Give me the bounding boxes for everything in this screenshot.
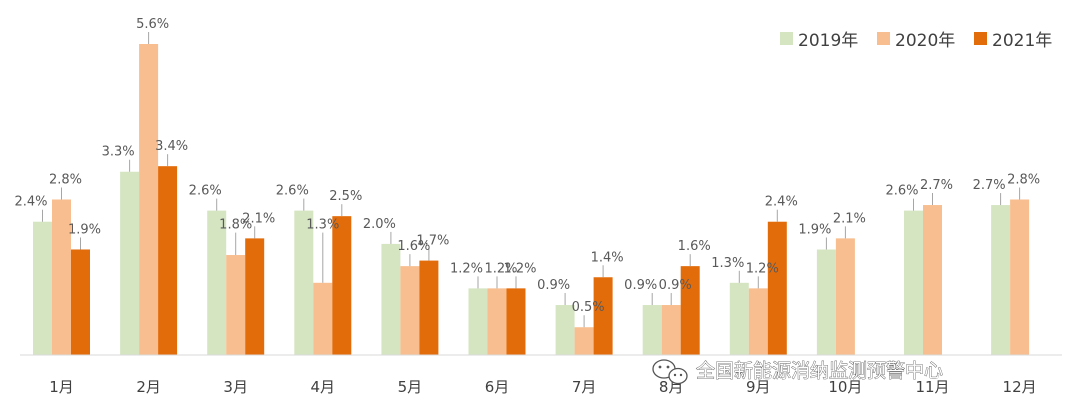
bar-1-5 <box>381 243 401 355</box>
data-labels: 2.4%2.8%1.9%3.3%5.6%3.4%2.6%1.8%2.1%2.6%… <box>14 17 1040 315</box>
x-tick-label: 2月 <box>136 378 161 396</box>
bar-2-8 <box>661 305 681 355</box>
bar-1-7 <box>555 305 575 355</box>
data-label: 2.7% <box>920 178 953 193</box>
x-tick-label: 6月 <box>485 378 510 396</box>
watermark: 全国新能源消纳监测预警中心 <box>652 359 943 385</box>
leader-lines <box>42 32 1021 328</box>
legend-label-1: 2019年 <box>798 31 858 51</box>
x-tick-label: 3月 <box>223 378 248 396</box>
data-label: 2.6% <box>885 184 918 199</box>
bar-1-6 <box>468 288 488 355</box>
x-axis-ticks: 1月 2月 3月 4月 5月 6月 7月 8月 9月 10月 11月 12月 <box>49 378 1036 396</box>
legend-label-3: 2021年 <box>992 31 1052 51</box>
data-label: 0.5% <box>572 300 605 315</box>
x-tick-label: 1月 <box>49 378 74 396</box>
bar-2-3 <box>226 255 246 355</box>
bar-3-8 <box>680 266 700 355</box>
data-label: 1.4% <box>591 250 624 265</box>
x-tick-label: 7月 <box>572 378 597 396</box>
data-label: 1.3% <box>306 218 339 233</box>
bar-3-4 <box>332 216 352 355</box>
bar-1-2 <box>120 171 140 355</box>
data-label: 1.2% <box>450 261 483 276</box>
bar-2-4 <box>313 282 333 355</box>
data-label: 0.9% <box>659 278 692 293</box>
bar-3-1 <box>71 249 90 355</box>
data-label: 2.1% <box>833 211 866 226</box>
data-label: 2.8% <box>1007 173 1040 188</box>
bar-2-2 <box>139 44 159 355</box>
x-tick-label: 4月 <box>311 378 336 396</box>
legend-label-2: 2020年 <box>895 31 955 51</box>
bar-1-8 <box>642 305 662 355</box>
data-label: 2.6% <box>189 184 222 199</box>
wechat-icon <box>652 359 688 385</box>
data-label: 2.5% <box>329 189 362 204</box>
data-label: 1.6% <box>397 239 430 254</box>
bar-2-6 <box>487 288 507 355</box>
bar-1-1 <box>33 221 52 355</box>
data-label: 5.6% <box>136 17 169 32</box>
data-label: 1.6% <box>678 239 711 254</box>
data-label: 2.4% <box>14 195 47 210</box>
data-label: 1.9% <box>68 222 101 237</box>
bar-3-3 <box>245 238 265 355</box>
data-label: 2.8% <box>49 173 82 188</box>
bar-1-11 <box>904 210 923 355</box>
data-label: 2.0% <box>363 217 396 232</box>
data-label: 0.9% <box>537 278 570 293</box>
x-tick-label: 12月 <box>1003 378 1037 396</box>
data-label: 1.2% <box>746 261 779 276</box>
data-label: 1.7% <box>416 234 449 249</box>
bar-1-9 <box>729 282 749 355</box>
legend-swatch-3 <box>974 32 987 45</box>
bar-2-5 <box>400 266 420 355</box>
data-label: 1.8% <box>219 218 252 233</box>
x-tick-label: 9月 <box>746 378 771 396</box>
legend-swatch-2 <box>877 32 890 45</box>
bar-3-9 <box>767 221 787 355</box>
data-label: 1.2% <box>484 261 517 276</box>
data-label: 1.2% <box>503 261 536 276</box>
data-label: 1.9% <box>798 222 831 237</box>
bar-2-10 <box>835 238 855 355</box>
x-tick-label: 5月 <box>398 378 423 396</box>
data-label: 2.7% <box>973 178 1006 193</box>
legend-swatch-1 <box>780 32 793 45</box>
bar-2-7 <box>574 327 594 355</box>
bar-1-3 <box>207 210 227 355</box>
bar-1-4 <box>294 210 314 355</box>
data-label: 2.4% <box>765 195 798 210</box>
bar-3-7 <box>593 277 613 355</box>
bar-2-11 <box>923 205 942 355</box>
data-label: 3.3% <box>102 145 135 160</box>
bar-2-1 <box>52 199 71 355</box>
data-label: 2.1% <box>242 211 275 226</box>
data-label: 2.6% <box>276 184 309 199</box>
bar-3-6 <box>506 288 526 355</box>
bar-3-5 <box>419 260 439 355</box>
bars-layer <box>33 44 1030 355</box>
data-label: 3.4% <box>155 139 188 154</box>
data-label: 0.9% <box>624 278 657 293</box>
bar-3-2 <box>158 166 178 355</box>
x-tick-label: 10月 <box>828 378 862 396</box>
bar-2-9 <box>748 288 768 355</box>
bar-1-10 <box>816 249 836 355</box>
bar-1-12 <box>991 205 1011 355</box>
data-label: 1.3% <box>711 256 744 271</box>
bar-2-12 <box>1010 199 1030 355</box>
watermark-text: 全国新能源消纳监测预警中心 <box>696 360 943 382</box>
legend: 2019年 2020年 2021年 <box>780 31 1052 51</box>
x-tick-label: 11月 <box>915 378 949 396</box>
